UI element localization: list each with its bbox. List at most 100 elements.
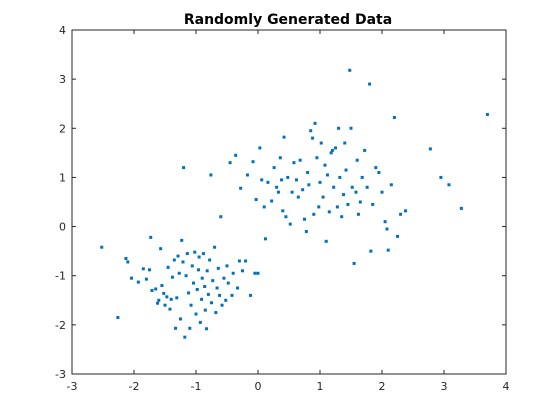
data-point xyxy=(150,288,154,292)
data-point xyxy=(200,297,204,301)
data-point xyxy=(234,153,238,157)
data-point xyxy=(290,190,294,194)
data-point xyxy=(329,151,333,155)
y-tick-label: 0 xyxy=(59,221,66,234)
data-point xyxy=(327,210,331,214)
data-point xyxy=(304,229,308,233)
data-point xyxy=(399,212,403,216)
data-point xyxy=(263,237,267,241)
data-point xyxy=(166,265,170,269)
data-point xyxy=(162,291,166,295)
data-point xyxy=(245,173,249,177)
data-point xyxy=(369,249,373,253)
x-tick-label: 4 xyxy=(503,380,510,393)
data-point xyxy=(284,215,288,219)
data-point xyxy=(485,113,489,117)
data-point xyxy=(244,259,248,263)
data-point xyxy=(136,280,140,284)
data-point xyxy=(377,171,381,175)
data-point xyxy=(189,303,193,307)
data-point xyxy=(428,147,432,151)
data-point xyxy=(188,326,192,330)
data-point xyxy=(126,260,130,264)
data-point xyxy=(447,183,451,187)
x-tick-label: 0 xyxy=(255,380,262,393)
data-point xyxy=(225,264,229,268)
data-point xyxy=(281,209,285,213)
data-point xyxy=(157,298,161,302)
data-point xyxy=(354,190,358,194)
data-point xyxy=(176,254,180,258)
data-point xyxy=(218,293,222,297)
data-point xyxy=(177,271,181,275)
data-point xyxy=(270,199,274,203)
data-point xyxy=(179,317,182,321)
data-point xyxy=(249,293,253,297)
data-point xyxy=(241,269,244,273)
data-point xyxy=(324,239,328,243)
data-point xyxy=(368,82,372,86)
data-point xyxy=(203,308,207,312)
data-point xyxy=(286,175,290,179)
data-point xyxy=(346,202,350,206)
data-point xyxy=(365,185,369,189)
data-point xyxy=(196,268,200,272)
data-point xyxy=(404,209,408,213)
data-point xyxy=(226,281,230,285)
data-point xyxy=(194,312,198,316)
data-point xyxy=(380,190,384,194)
data-point xyxy=(251,160,255,164)
data-point xyxy=(315,156,319,160)
data-point xyxy=(459,206,463,210)
data-point xyxy=(358,200,362,204)
data-point xyxy=(312,212,316,216)
x-tick-label: 2 xyxy=(379,380,386,393)
data-point xyxy=(303,217,306,221)
data-point xyxy=(256,271,260,275)
data-point xyxy=(169,297,173,301)
data-point xyxy=(288,222,292,226)
data-point xyxy=(201,252,205,256)
data-point xyxy=(211,279,215,283)
data-point xyxy=(222,276,226,280)
data-point xyxy=(172,258,176,262)
data-point xyxy=(210,301,213,305)
data-point xyxy=(124,257,128,261)
data-point xyxy=(149,235,153,239)
data-point xyxy=(338,175,342,179)
data-point xyxy=(205,269,209,273)
data-point xyxy=(230,293,234,297)
data-point xyxy=(148,268,151,272)
data-point xyxy=(187,291,191,295)
data-point xyxy=(206,292,210,296)
y-tick-label: 4 xyxy=(59,24,66,37)
data-point xyxy=(168,307,172,311)
data-point xyxy=(439,175,443,179)
data-point xyxy=(215,286,219,290)
data-point xyxy=(209,173,213,177)
data-point xyxy=(185,252,189,256)
data-point xyxy=(236,286,240,290)
data-point xyxy=(163,303,167,307)
data-point xyxy=(141,267,145,271)
data-point xyxy=(307,183,311,187)
data-point xyxy=(301,188,305,192)
data-point xyxy=(159,247,163,251)
x-tick-label: 1 xyxy=(317,380,324,393)
data-point xyxy=(298,158,302,162)
data-point xyxy=(160,284,164,288)
chart-title: Randomly Generated Data xyxy=(184,12,392,28)
data-point xyxy=(258,146,262,150)
y-tick-label: 2 xyxy=(59,122,66,135)
data-point xyxy=(292,161,296,165)
data-point xyxy=(193,250,197,254)
data-point xyxy=(175,296,179,300)
data-point xyxy=(182,166,186,170)
data-point xyxy=(335,205,339,209)
data-point xyxy=(374,166,378,170)
data-point xyxy=(183,335,187,339)
data-point xyxy=(205,327,209,331)
data-point xyxy=(318,180,322,184)
data-point xyxy=(278,156,282,160)
